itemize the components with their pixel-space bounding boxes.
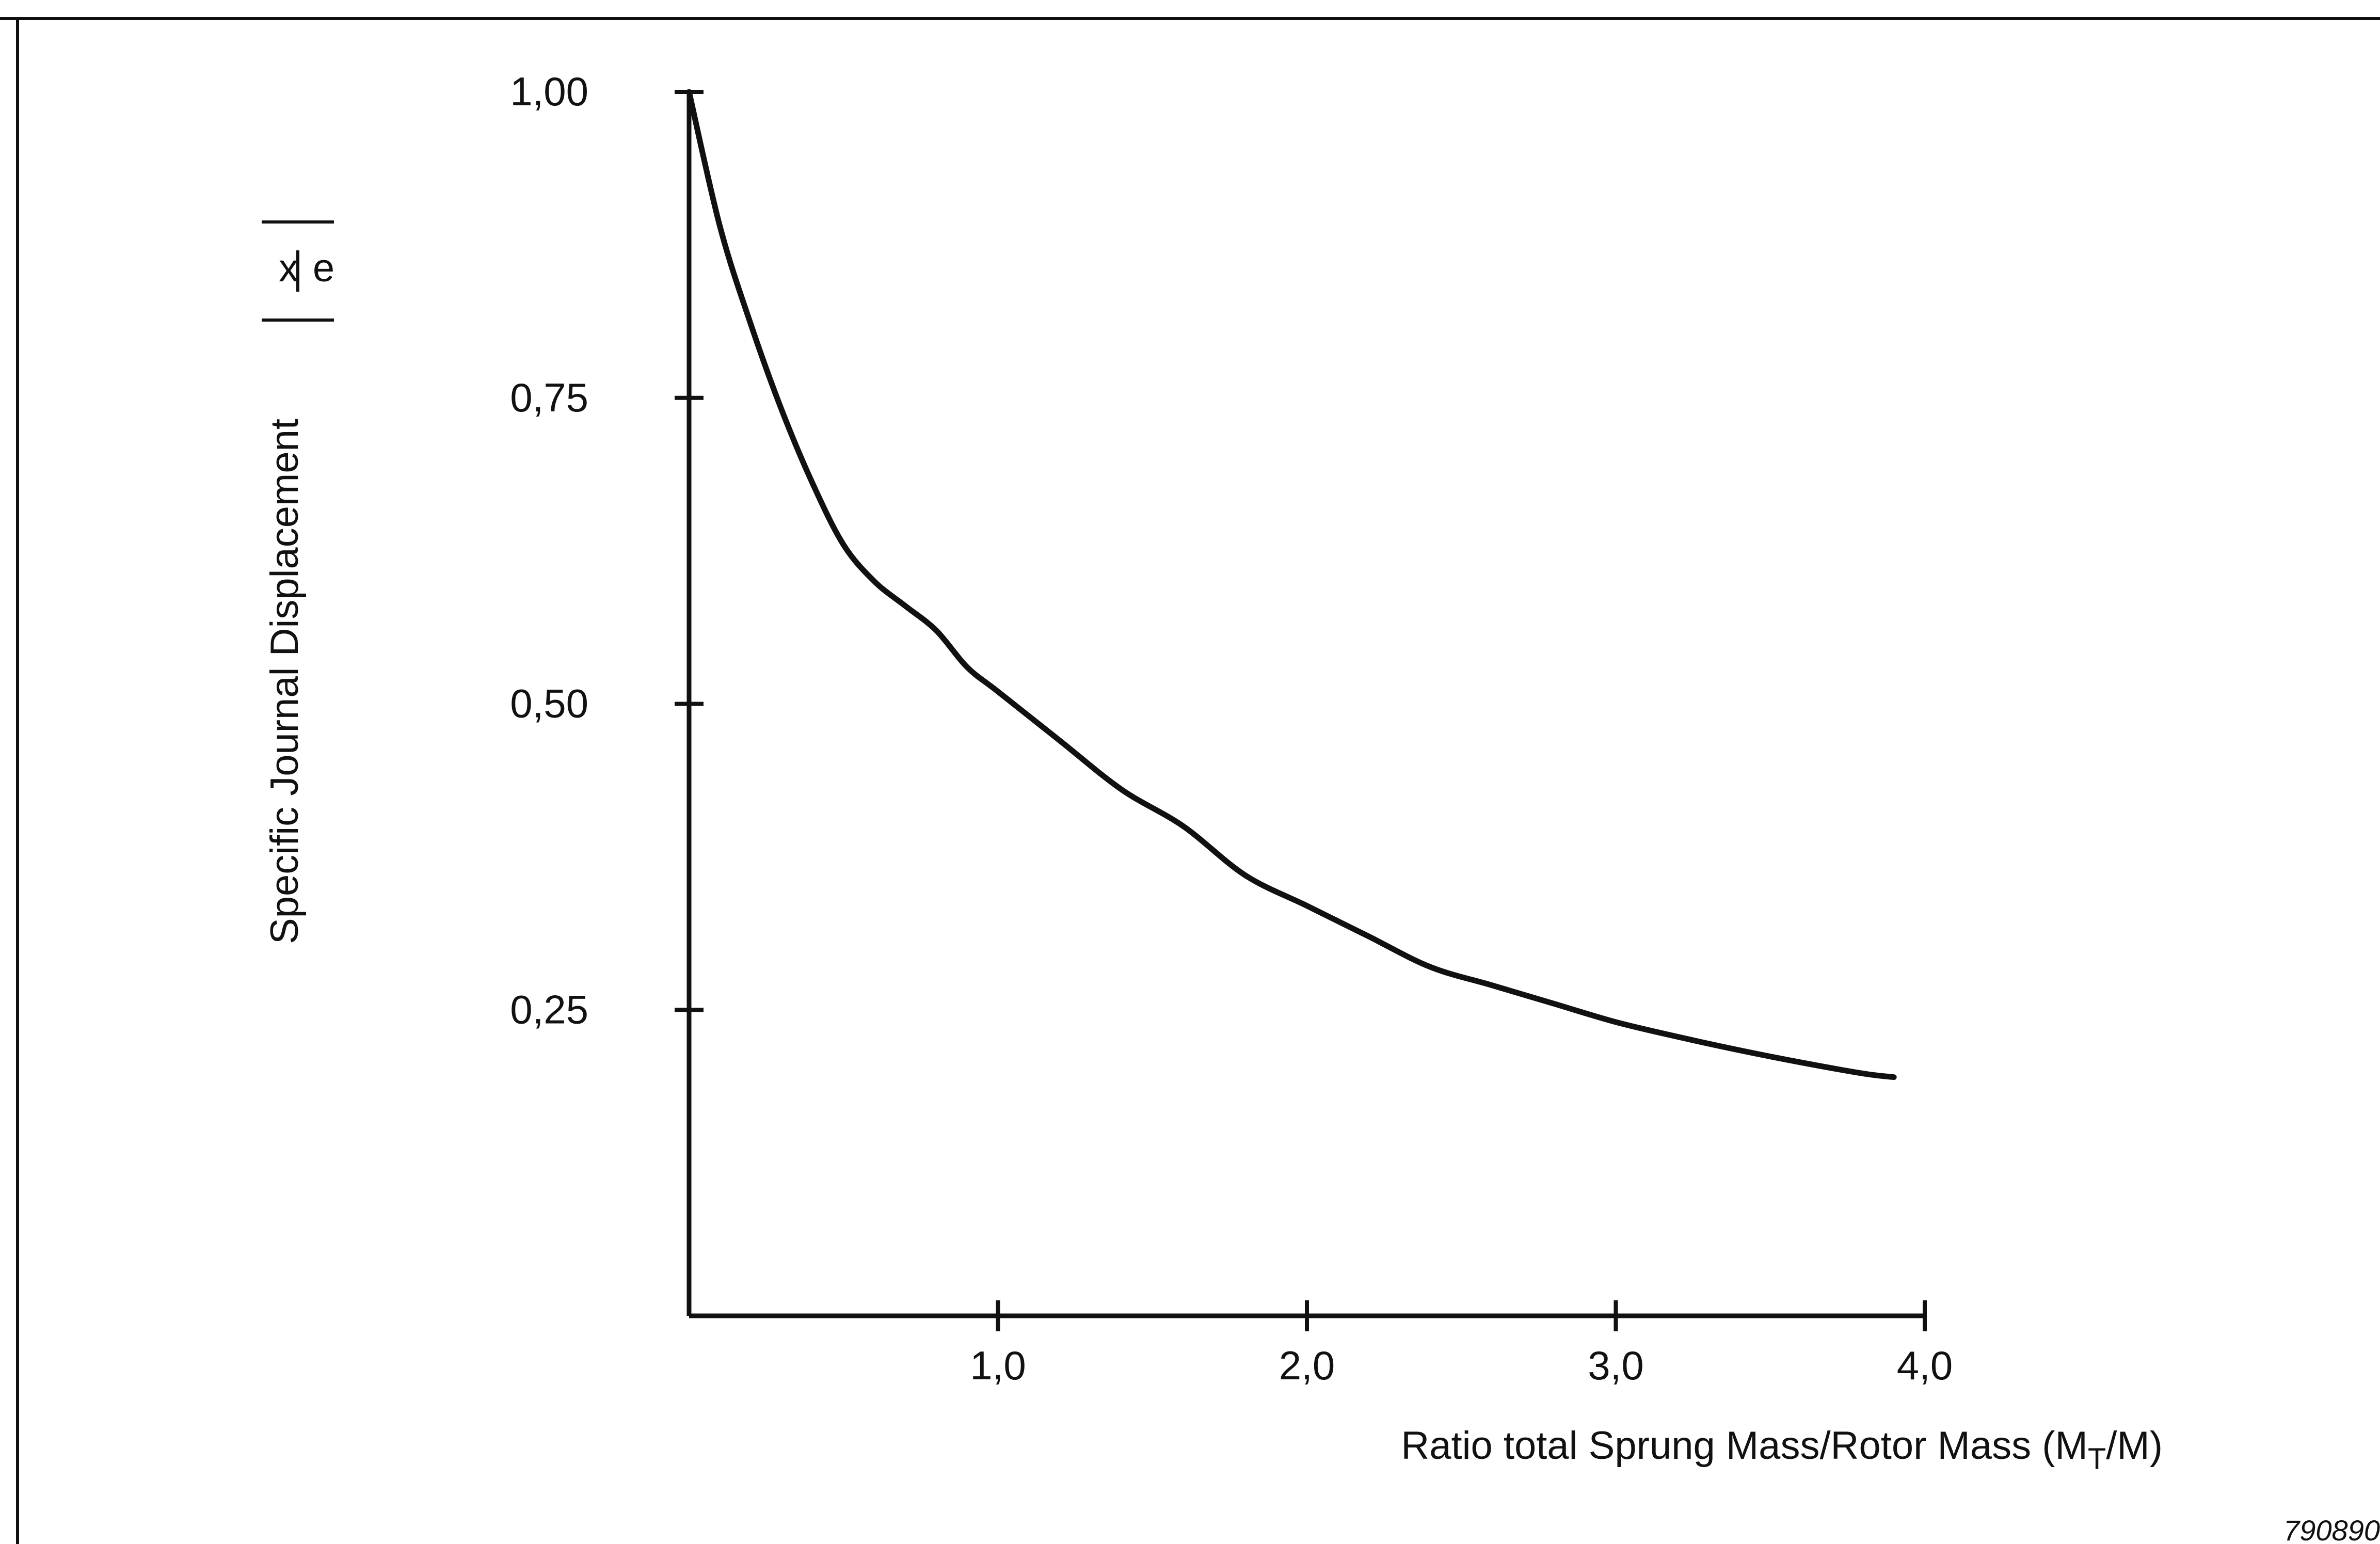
x-tick-label-0: 1,0: [970, 1343, 1026, 1388]
x-axis-title-subscript: T: [2088, 1442, 2106, 1476]
y-axis-fraction: x e: [262, 220, 334, 322]
fraction-denominator: e: [313, 246, 334, 290]
data-curve: [686, 89, 1897, 1080]
x-axis-title: Ratio total Sprung Mass/Rotor Mass (MT/M…: [1401, 1424, 2163, 1476]
y-tick-label-3: 1,00: [510, 69, 588, 114]
x-axis-title-main: Ratio total Sprung Mass/Rotor Mass (M: [1401, 1424, 2087, 1468]
y-tick-label-1: 0,50: [510, 681, 588, 726]
x-axis-title-suffix: /M): [2106, 1424, 2163, 1468]
data-points: [689, 91, 1894, 1078]
y-tick-label-2: 0,75: [510, 375, 588, 420]
x-tick-label-3: 4,0: [1897, 1343, 1953, 1388]
figure-number: 790890: [2283, 1514, 2380, 1544]
y-axis-title: Specific Journal Displacement: [263, 419, 307, 944]
y-ticks: 0,25 0,50 0,75 1,00: [510, 69, 704, 1032]
x-ticks: 1,0 2,0 3,0 4,0: [970, 1300, 1953, 1388]
x-tick-label-2: 3,0: [1588, 1343, 1643, 1388]
y-tick-label-0: 0,25: [510, 986, 588, 1032]
x-tick-label-1: 2,0: [1279, 1343, 1335, 1388]
fraction-numerator: x: [279, 246, 298, 290]
